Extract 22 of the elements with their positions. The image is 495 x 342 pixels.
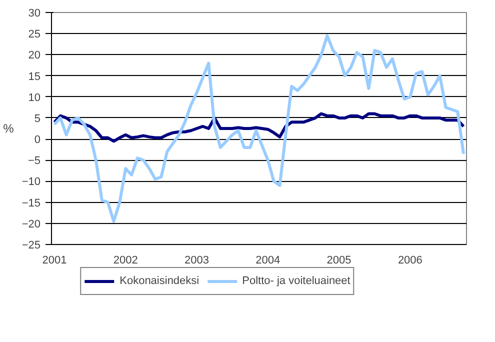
x-tick-label: 2003 <box>184 254 209 266</box>
y-tick-label: 5 <box>34 112 41 125</box>
y-tick-label: 15 <box>28 70 41 83</box>
y-tick-label: −20 <box>22 218 41 230</box>
y-tick-label: −25 <box>22 240 41 252</box>
y-tick-label: 0 <box>34 134 41 146</box>
x-tick-label: 2006 <box>398 254 422 266</box>
y-tick-label: −5 <box>28 155 41 168</box>
y-tick-label: −10 <box>22 176 41 188</box>
y-tick-label: 10 <box>28 92 41 104</box>
y-tick-label: 20 <box>28 50 41 62</box>
y-axis-title: % <box>3 122 14 136</box>
x-tick-label: 2001 <box>42 254 67 266</box>
legend-label: Poltto- ja voiteluaineet <box>242 275 350 287</box>
x-tick-label: 2002 <box>113 254 138 266</box>
line-series <box>52 112 466 143</box>
x-tick-label: 2005 <box>326 254 352 266</box>
y-tick-label: −15 <box>22 197 41 210</box>
y-tick-label: 30 <box>28 8 41 20</box>
x-tick-label: 2004 <box>256 254 280 266</box>
legend-label: Kokonaisindeksi <box>120 275 200 287</box>
y-tick-label: 25 <box>28 28 41 41</box>
